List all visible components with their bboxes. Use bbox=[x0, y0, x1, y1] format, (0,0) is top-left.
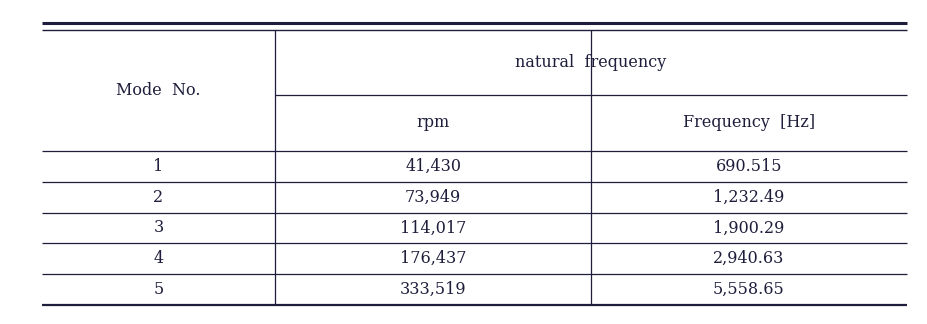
Text: natural  frequency: natural frequency bbox=[515, 54, 667, 71]
Text: 114,017: 114,017 bbox=[400, 219, 466, 237]
Text: 5: 5 bbox=[153, 281, 163, 298]
Text: 73,949: 73,949 bbox=[405, 189, 462, 206]
Text: 333,519: 333,519 bbox=[400, 281, 466, 298]
Text: 5,558.65: 5,558.65 bbox=[713, 281, 784, 298]
Text: 1,900.29: 1,900.29 bbox=[713, 219, 784, 237]
Text: 41,430: 41,430 bbox=[405, 158, 461, 175]
Text: 2: 2 bbox=[153, 189, 163, 206]
Text: Mode  No.: Mode No. bbox=[116, 82, 201, 99]
Text: 4: 4 bbox=[153, 250, 163, 267]
Text: rpm: rpm bbox=[416, 114, 450, 132]
Text: 1,232.49: 1,232.49 bbox=[713, 189, 784, 206]
Text: 690.515: 690.515 bbox=[716, 158, 782, 175]
Text: 176,437: 176,437 bbox=[400, 250, 466, 267]
Text: Frequency  [Hz]: Frequency [Hz] bbox=[682, 114, 815, 132]
Text: 1: 1 bbox=[153, 158, 163, 175]
Text: 3: 3 bbox=[153, 219, 163, 237]
Text: 2,940.63: 2,940.63 bbox=[713, 250, 784, 267]
